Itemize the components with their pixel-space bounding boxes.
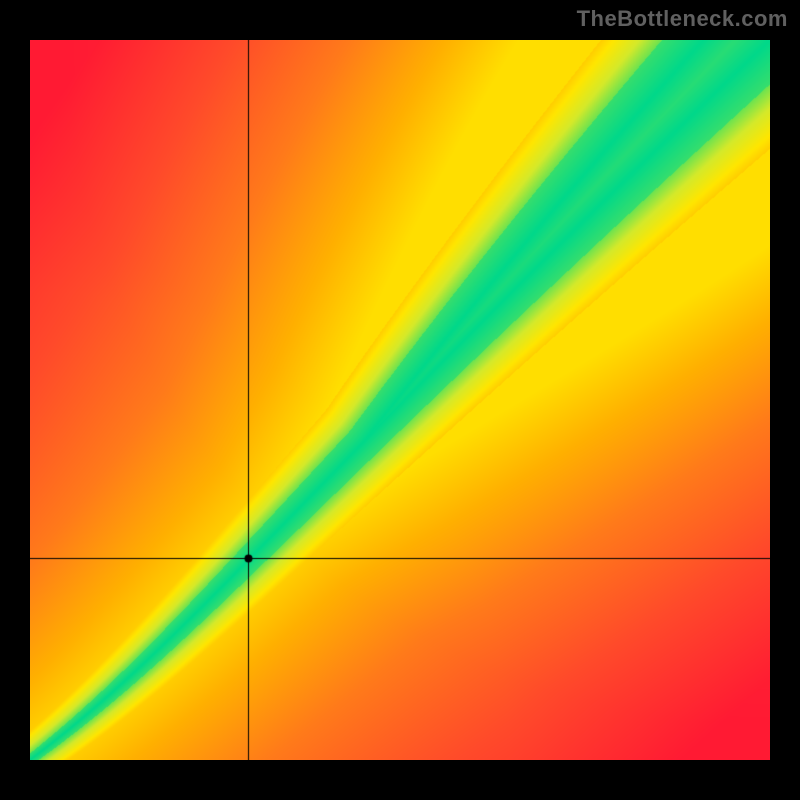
watermark-text: TheBottleneck.com — [577, 6, 788, 32]
bottleneck-heatmap — [30, 40, 770, 760]
chart-container: TheBottleneck.com — [0, 0, 800, 800]
